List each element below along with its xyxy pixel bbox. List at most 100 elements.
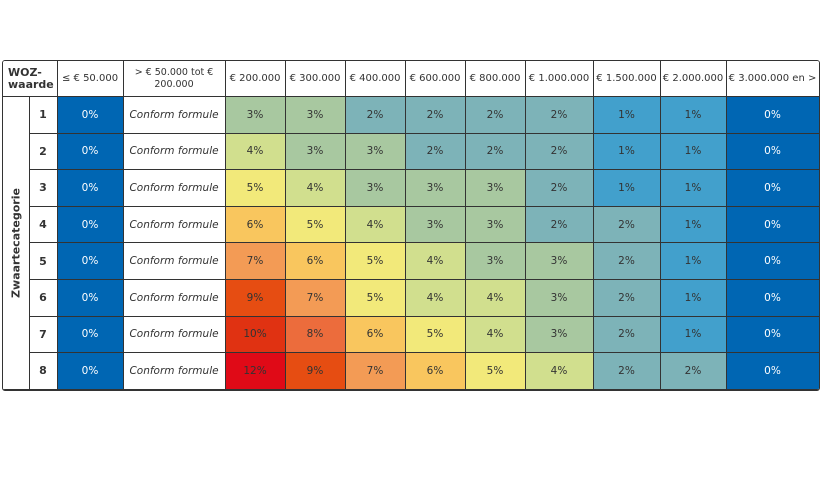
heatmap-cell: 3% [284, 96, 346, 134]
heatmap-cell-formula: Conform formule [122, 169, 226, 207]
heatmap-cell: 6% [344, 315, 406, 354]
row-axis-label-cell: Zwaartecategorie [3, 96, 30, 390]
heatmap-cell-formula: Conform formule [122, 96, 226, 134]
heatmap-cell: 3% [524, 315, 594, 354]
heatmap-cell: 7% [224, 242, 286, 280]
column-header: € 1.000.000 [524, 61, 594, 97]
table-row: Zwaartecategorie 1 0% Conform formule 3% 3% 2%… [3, 96, 819, 390]
heatmap-cell: 0% [725, 96, 819, 134]
heatmap-cell: 6% [404, 352, 466, 390]
heatmap-cell-formula: Conform formule [122, 315, 226, 354]
heatmap-cell: 4% [464, 315, 526, 354]
corner-label: WOZ-waarde [3, 61, 58, 97]
heatmap-cell: 0% [725, 315, 819, 354]
heatmap-cell: 4% [404, 278, 466, 317]
heatmap-cell: 1% [659, 132, 727, 171]
column-header: € 400.000 [344, 61, 406, 97]
heatmap-cell: 0% [56, 242, 124, 280]
heatmap-cell: 0% [56, 96, 124, 134]
heatmap-cell: 2% [592, 278, 661, 317]
heatmap-cell: 5% [464, 352, 526, 390]
table-row: 7 0% Conform formule 10% 8% 6% 5% 4% 3% 2% 1% 0% [3, 315, 819, 354]
heatmap-cell: 4% [224, 132, 286, 171]
row-axis-label: Zwaartecategorie [9, 187, 23, 298]
table-row: 3 0% Conform formule 5% 4% 3% 3% 3% 2% 1% 1% 0% [3, 169, 819, 207]
heatmap-cell: 2% [524, 205, 594, 244]
row-label: 6 [29, 278, 58, 317]
heatmap-cell: 1% [659, 205, 727, 244]
heatmap-cell: 5% [344, 278, 406, 317]
heatmap-cell: 1% [659, 169, 727, 207]
table-row: 8 0% Conform formule 12% 9% 7% 6% 5% 4% 2% 2% 0% [3, 352, 819, 390]
heatmap-cell: 0% [725, 205, 819, 244]
column-header: € 3.000.000 en > [725, 61, 819, 97]
column-header: € 600.000 [404, 61, 466, 97]
heatmap-cell: 2% [592, 352, 661, 390]
heatmap-cell: 0% [56, 315, 124, 354]
heatmap-cell: 7% [344, 352, 406, 390]
heatmap-cell: 3% [464, 205, 526, 244]
heatmap-cell: 3% [344, 132, 406, 171]
heatmap-cell: 0% [56, 352, 124, 390]
heatmap-cell-formula: Conform formule [122, 132, 226, 171]
heatmap-cell: 1% [592, 96, 661, 134]
heatmap-cell: 1% [659, 242, 727, 280]
heatmap-cell: 3% [524, 278, 594, 317]
row-label: 1 [28, 96, 58, 134]
column-header: > € 50.000 tot € 200.000 [122, 61, 226, 97]
heatmap-cell: 1% [659, 315, 727, 354]
heatmap-cell: 3% [404, 169, 466, 207]
heatmap-cell-formula: Conform formule [122, 205, 226, 244]
heatmap-cell: 5% [344, 242, 406, 280]
heatmap-cell: 2% [524, 132, 594, 171]
heatmap-cell: 3% [464, 242, 526, 280]
row-label: 2 [29, 132, 58, 171]
heatmap-cell: 0% [56, 169, 124, 207]
heatmap-cell: 2% [592, 242, 661, 280]
heatmap-cell: 12% [224, 352, 286, 390]
heatmap-cell-formula: Conform formule [122, 242, 226, 280]
heatmap-cell: 0% [725, 242, 819, 280]
heatmap-cell: 0% [56, 205, 124, 244]
heatmap-cell: 4% [464, 278, 526, 317]
heatmap-cell: 0% [725, 352, 819, 390]
row-label: 5 [29, 242, 58, 280]
heatmap-cell: 9% [224, 278, 286, 317]
heatmap-cell: 2% [524, 96, 594, 134]
column-header: ≤ € 50.000 [56, 61, 124, 97]
heatmap-cell: 5% [284, 205, 346, 244]
row-label: 4 [29, 205, 58, 244]
heatmap-cell: 2% [659, 352, 727, 390]
heatmap-cell: 2% [404, 96, 466, 134]
heatmap-table-container: WOZ-waarde ≤ € 50.000 > € 50.000 tot € 20… [2, 60, 820, 391]
row-label: 3 [29, 169, 58, 207]
column-header: € 1.500.000 [592, 61, 661, 97]
heatmap-cell: 0% [725, 132, 819, 171]
heatmap-cell: 0% [56, 278, 124, 317]
heatmap-cell: 4% [344, 205, 406, 244]
heatmap-cell: 7% [284, 278, 346, 317]
table-row: 5 0% Conform formule 7% 6% 5% 4% 3% 3% 2% 1% 0% [3, 242, 819, 280]
table-row: 6 0% Conform formule 9% 7% 5% 4% 4% 3% 2% 1% 0% [3, 278, 819, 317]
heatmap-cell: 3% [224, 96, 286, 134]
heatmap-cell: 2% [404, 132, 466, 171]
heatmap-table: WOZ-waarde ≤ € 50.000 > € 50.000 tot € 20… [3, 61, 819, 390]
column-header: € 300.000 [284, 61, 346, 97]
heatmap-cell: 2% [592, 205, 661, 244]
heatmap-cell: 5% [224, 169, 286, 207]
heatmap-cell: 4% [284, 169, 346, 207]
heatmap-cell: 3% [404, 205, 466, 244]
heatmap-cell: 3% [524, 242, 594, 280]
heatmap-cell: 0% [56, 132, 124, 171]
heatmap-cell: 1% [659, 278, 727, 317]
row-label: 8 [29, 352, 58, 390]
heatmap-cell: 1% [592, 132, 661, 171]
heatmap-cell-formula: Conform formule [122, 278, 226, 317]
column-header: € 2.000.000 [659, 61, 727, 97]
heatmap-cell: 2% [344, 96, 406, 134]
heatmap-cell-formula: Conform formule [122, 352, 226, 390]
heatmap-cell: 3% [344, 169, 406, 207]
heatmap-cell: 2% [464, 132, 526, 171]
heatmap-cell: 0% [725, 278, 819, 317]
heatmap-cell: 3% [464, 169, 526, 207]
